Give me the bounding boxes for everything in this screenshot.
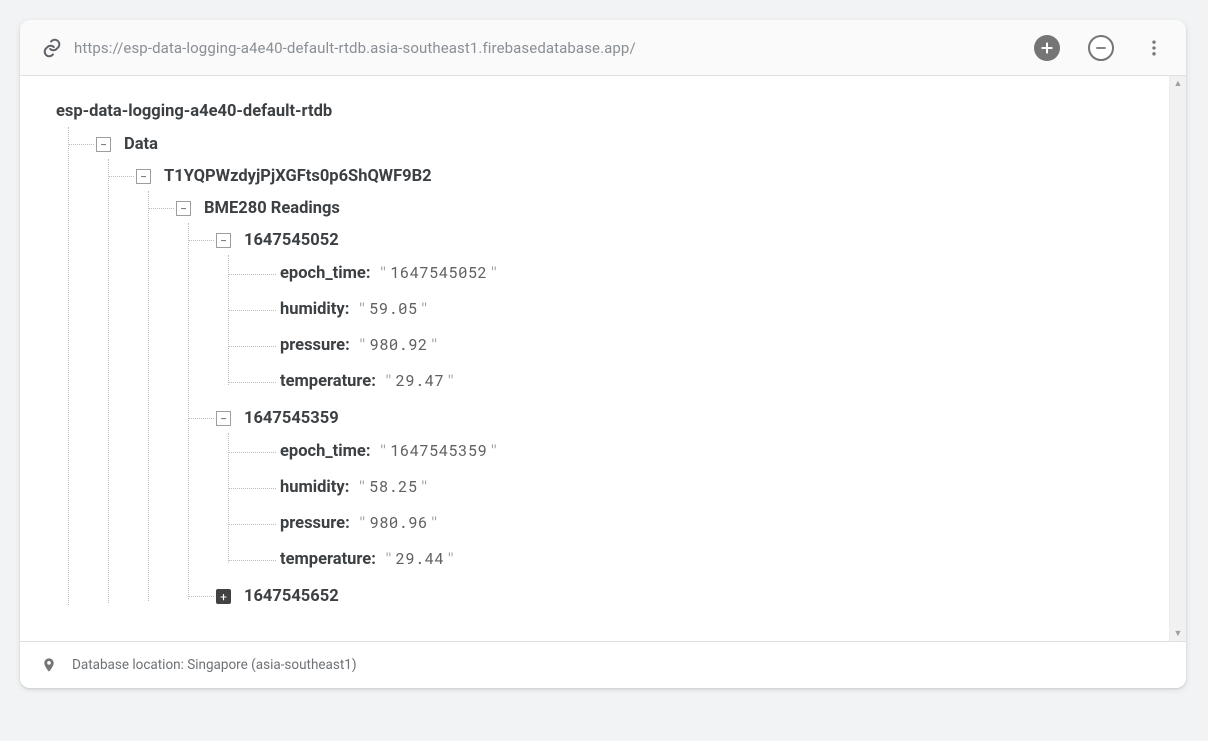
more-menu-icon[interactable]: [1142, 36, 1166, 60]
tree-leaf[interactable]: temperature:"29.44": [256, 541, 1157, 577]
location-pin-icon: [40, 656, 58, 674]
leaf-value: "980.92": [356, 335, 442, 355]
leaf-key: pressure: [280, 514, 345, 533]
leaf-value: "1647545052": [377, 263, 501, 283]
toolbar-actions: [1022, 35, 1174, 61]
footer-text: Database location: Singapore (asia-south…: [72, 657, 357, 673]
toolbar: https://esp-data-logging-a4e40-default-r…: [20, 20, 1186, 76]
collapse-icon[interactable]: −: [96, 137, 111, 152]
leaf-value: "1647545359": [377, 441, 501, 461]
collapse-icon[interactable]: −: [136, 169, 151, 184]
collapse-icon[interactable]: −: [216, 411, 231, 426]
leaf-key: humidity: [280, 478, 345, 497]
scrollbar[interactable]: ▲ ▼: [1169, 76, 1186, 641]
database-url[interactable]: https://esp-data-logging-a4e40-default-r…: [74, 39, 1022, 57]
tree-node-uid[interactable]: − T1YQPWzdyjPjXGFts0p6ShQWF9B2 − BME: [136, 159, 1157, 617]
expand-icon[interactable]: +: [216, 589, 231, 604]
tree-leaf[interactable]: epoch_time:"1647545359": [256, 433, 1157, 469]
add-button[interactable]: [1034, 35, 1060, 61]
leaf-value: "58.25": [355, 477, 431, 497]
collapse-icon[interactable]: −: [216, 233, 231, 248]
node-key: T1YQPWzdyjPjXGFts0p6ShQWF9B2: [164, 167, 432, 186]
tree-node-timestamp[interactable]: +1647545652: [216, 579, 1157, 613]
leaf-key: humidity: [280, 300, 345, 319]
link-icon: [40, 36, 64, 60]
tree-leaf[interactable]: epoch_time:"1647545052": [256, 255, 1157, 291]
leaf-value: "29.47": [382, 371, 458, 391]
tree-leaf[interactable]: temperature:"29.47": [256, 363, 1157, 399]
tree-node-timestamp[interactable]: −1647545052epoch_time:"1647545052"humidi…: [216, 223, 1157, 401]
scroll-up-icon[interactable]: ▲: [1170, 76, 1186, 91]
node-key: 1647545052: [244, 231, 339, 250]
footer: Database location: Singapore (asia-south…: [20, 641, 1186, 688]
node-key: 1647545359: [244, 409, 339, 428]
tree-node-timestamp[interactable]: −1647545359epoch_time:"1647545359"humidi…: [216, 401, 1157, 579]
leaf-value: "29.44": [382, 549, 458, 569]
leaf-value: "59.05": [355, 299, 431, 319]
leaf-key: pressure: [280, 336, 345, 355]
node-key: BME280 Readings: [204, 199, 340, 218]
tree-leaf[interactable]: pressure:"980.96": [256, 505, 1157, 541]
scroll-down-icon[interactable]: ▼: [1170, 626, 1186, 641]
root-node[interactable]: esp-data-logging-a4e40-default-rtdb: [56, 102, 1157, 121]
tree-node-readings[interactable]: − BME280 Readings −1647545052epoch_time:…: [176, 191, 1157, 615]
node-key: 1647545652: [244, 587, 339, 606]
leaf-key: temperature: [280, 372, 371, 391]
tree-leaf[interactable]: pressure:"980.92": [256, 327, 1157, 363]
collapse-icon[interactable]: −: [176, 201, 191, 216]
leaf-key: epoch_time: [280, 264, 366, 283]
tree-leaf[interactable]: humidity:"58.25": [256, 469, 1157, 505]
body: esp-data-logging-a4e40-default-rtdb − Da…: [20, 76, 1186, 641]
data-tree: esp-data-logging-a4e40-default-rtdb − Da…: [56, 102, 1157, 621]
database-card: https://esp-data-logging-a4e40-default-r…: [20, 20, 1186, 688]
tree-node-data[interactable]: − Data − T1YQPWzdyjPjXGFts0p6ShQWF9B2: [96, 127, 1157, 619]
leaf-key: epoch_time: [280, 442, 366, 461]
remove-button[interactable]: [1088, 35, 1114, 61]
leaf-value: "980.96": [356, 513, 442, 533]
tree-content: esp-data-logging-a4e40-default-rtdb − Da…: [20, 76, 1169, 641]
leaf-key: temperature: [280, 550, 371, 569]
node-key: Data: [124, 135, 158, 154]
tree-leaf[interactable]: humidity:"59.05": [256, 291, 1157, 327]
